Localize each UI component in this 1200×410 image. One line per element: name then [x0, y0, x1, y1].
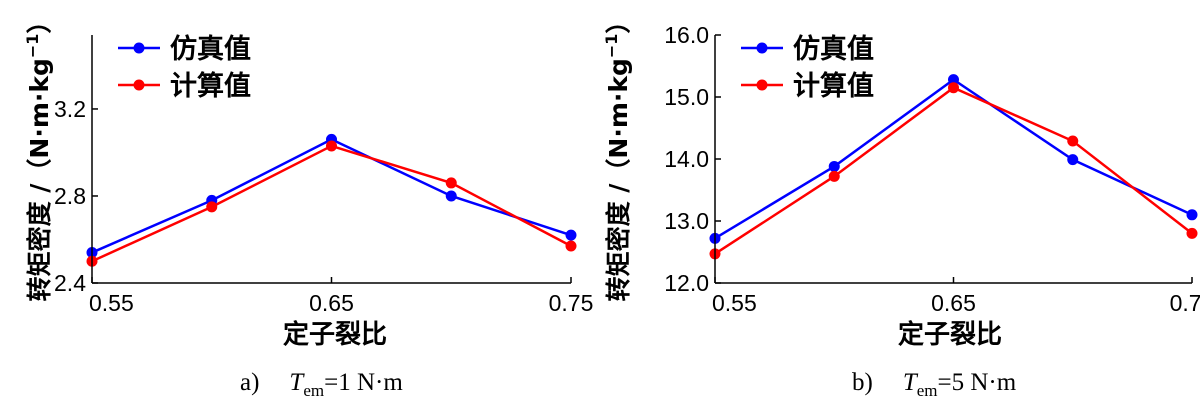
chart-a-series-2-point: [326, 140, 337, 152]
chart-a-legend-label-2: 计算值: [170, 70, 251, 102]
chart-a-series-1-line: [91, 138, 572, 254]
chart-a-caption: a) Tem=1 N·m: [240, 369, 403, 400]
chart-a-legend-marker-2: [133, 79, 145, 91]
chart-b-x-tick-label: 0.75: [1170, 290, 1200, 316]
chart-b-series-2-point: [1067, 135, 1079, 147]
chart-b-y-tick-label: 12.0: [664, 270, 709, 296]
chart-a-x-tick-label: 0.55: [89, 290, 134, 316]
chart-a-series-2-point: [206, 201, 218, 213]
chart-b-caption: b) Tem=5 N·m: [852, 369, 1017, 400]
chart-a-legend-label-1: 仿真值: [170, 34, 251, 65]
chart-b-series-2-line: [714, 86, 1193, 255]
chart-b-legend-label-2: 计算值: [793, 70, 874, 102]
chart-b-y-tick-label: 14.0: [664, 146, 709, 172]
chart-b-series-1-point: [828, 160, 840, 172]
chart-a-series-1-point: [565, 229, 577, 241]
chart-b-series-1-point: [1067, 154, 1079, 166]
chart-b: 12.013.014.015.016.00.550.650.75 仿真值计算值 …: [602, 9, 1200, 400]
chart-b-x-tick-label: 0.65: [931, 290, 976, 316]
chart-b-axes: 12.0 13.0 14.0 15.0 16.0 0.55 0.65 0.75: [664, 22, 1200, 316]
chart-b-legend-label-1: 仿真值: [793, 34, 874, 65]
chart-a-series-2-point: [565, 240, 577, 252]
chart-b-x-tick-label: 0.55: [712, 290, 757, 316]
chart-b-marks: [709, 74, 1198, 260]
chart-a-x-tick-label: 0.65: [309, 290, 354, 316]
chart-a-series-1-point: [445, 190, 457, 202]
chart-a-y-tick-label: 2.4: [54, 270, 86, 296]
chart-a-y-tick-label: 2.8: [54, 183, 86, 209]
chart-a-x-tick-label: 0.75: [549, 290, 594, 316]
chart-b-x-axis-label: 定子裂比: [898, 319, 1002, 350]
chart-a-axes: 2.4 2.8 3.2 0.55 0.65 0.75: [54, 35, 593, 316]
chart-b-series-2-point: [828, 170, 840, 182]
chart-a-y-tick-label: 3.2: [54, 96, 86, 122]
chart-a-marks: [86, 133, 577, 267]
chart-b-y-tick-label: 16.0: [664, 22, 709, 48]
chart-b-series-2-point: [948, 82, 959, 94]
chart-b-y-tick-label: 13.0: [664, 208, 709, 234]
chart-a-legend-marker-1: [133, 42, 145, 54]
chart-b-series-2-point: [1186, 227, 1198, 239]
chart-a-x-axis-label: 定子裂比: [283, 319, 387, 350]
chart-a-series-2-line: [91, 144, 572, 263]
chart-b-legend-marker-2: [756, 79, 768, 91]
chart-b-y-tick-label: 15.0: [664, 84, 709, 110]
chart-a-series-2-point: [445, 177, 457, 189]
chart-b-legend-marker-1: [756, 42, 768, 54]
chart-b-y-axis-label: 转矩密度 /（N·m·kg−1）: [602, 9, 633, 302]
chart-a-y-axis-label: 转矩密度 /（N·m·kg−1）: [23, 9, 54, 302]
chart-b-series-1-point: [1186, 209, 1198, 221]
chart-b-series-1-point: [948, 74, 959, 86]
chart-b-series-1-line: [714, 78, 1193, 240]
